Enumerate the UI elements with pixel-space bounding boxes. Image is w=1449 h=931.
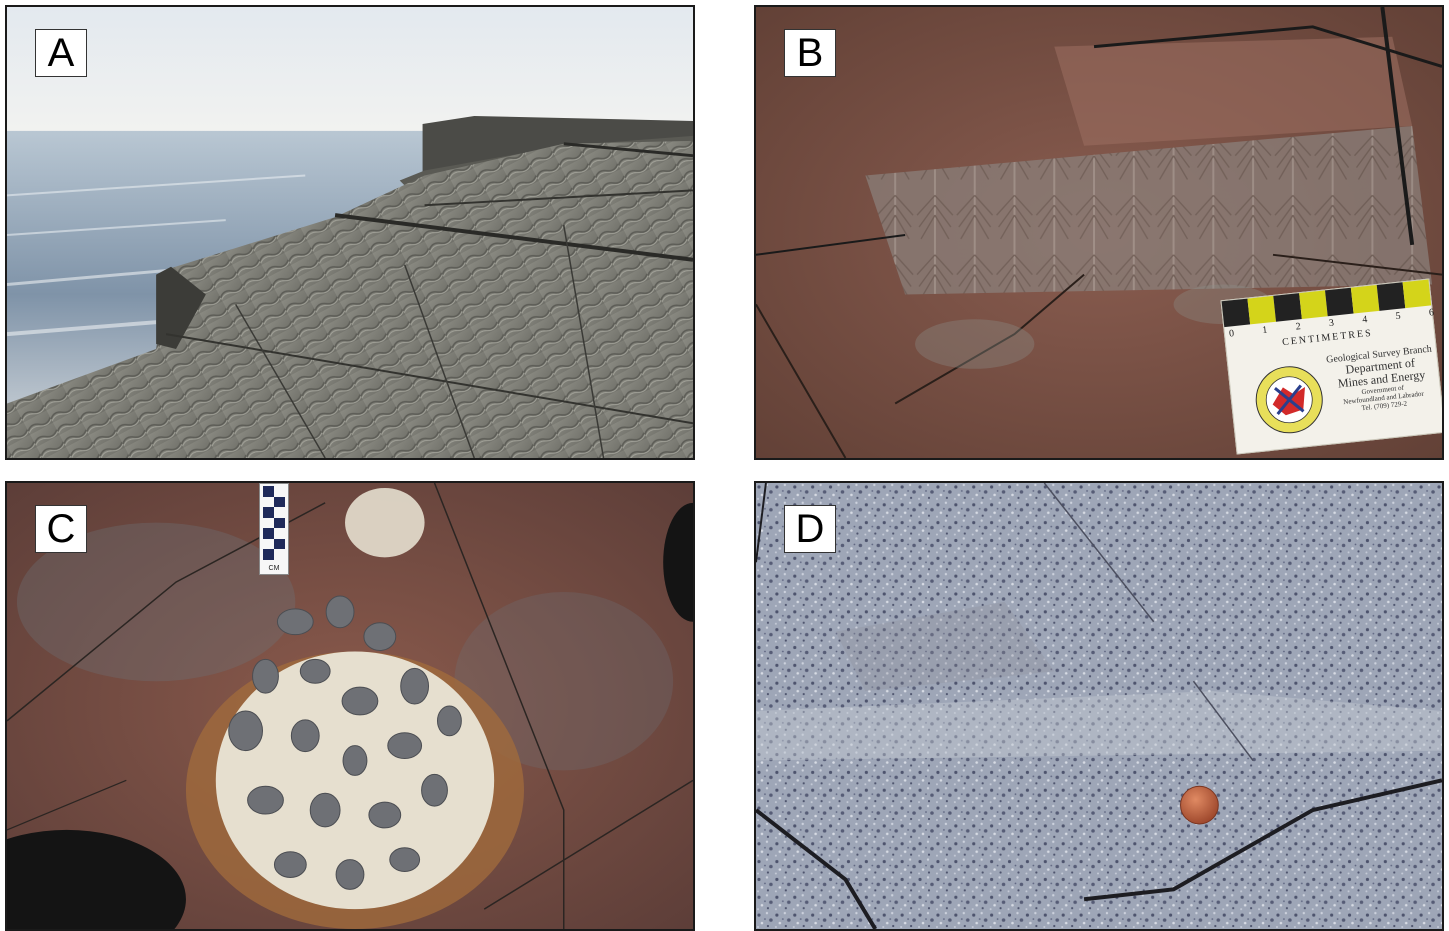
panel-label-c: C <box>35 505 87 553</box>
cm-scale-label: CM <box>268 565 280 572</box>
pebble-mound-photo <box>7 483 693 929</box>
cm-scale-bar: CM <box>259 483 289 575</box>
cm-scale-checks <box>263 486 285 560</box>
photo-panel-b: B 0 1 2 3 4 5 6 7 8 CENTIMETRES Geologic… <box>754 5 1444 460</box>
scale-card: 0 1 2 3 4 5 6 7 8 CENTIMETRES Geological… <box>1220 278 1442 455</box>
panel-label-a: A <box>35 29 87 77</box>
survey-branch-text: Geological Survey Branch Department of M… <box>1324 343 1440 415</box>
panel-label-b: B <box>784 29 836 77</box>
survey-seal-logo <box>1255 366 1323 434</box>
speckled-rock-photo <box>756 483 1442 929</box>
coastal-outcrop-photo <box>7 7 693 458</box>
panel-label-d: D <box>784 505 836 553</box>
photo-panel-c: C CM <box>5 481 695 931</box>
photo-panel-d: D <box>754 481 1444 931</box>
photo-panel-a: A <box>5 5 695 460</box>
